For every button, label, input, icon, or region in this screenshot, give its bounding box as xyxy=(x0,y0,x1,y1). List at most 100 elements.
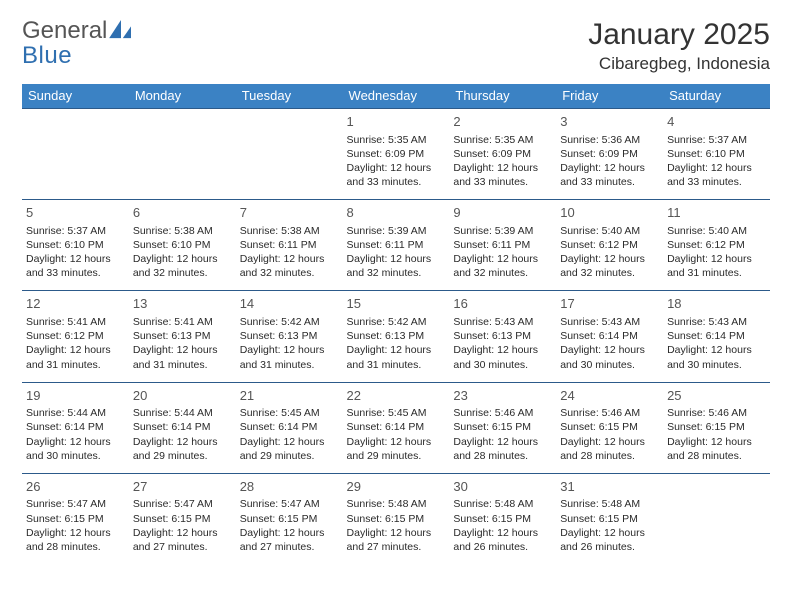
sunrise-text: Sunrise: 5:40 AM xyxy=(667,224,766,238)
sunset-text: Sunset: 6:09 PM xyxy=(347,147,446,161)
sunset-text: Sunset: 6:11 PM xyxy=(347,238,446,252)
day-number: 5 xyxy=(26,204,125,222)
sunrise-text: Sunrise: 5:42 AM xyxy=(240,315,339,329)
day-header: Sunday xyxy=(22,84,129,109)
page-header: GeneralBlue January 2025 Cibaregbeg, Ind… xyxy=(22,18,770,74)
sunrise-text: Sunrise: 5:40 AM xyxy=(560,224,659,238)
day-number: 16 xyxy=(453,295,552,313)
daylight-text: Daylight: 12 hours and 33 minutes. xyxy=(26,252,125,280)
daylight-text: Daylight: 12 hours and 28 minutes. xyxy=(667,435,766,463)
sunset-text: Sunset: 6:13 PM xyxy=(240,329,339,343)
day-number: 21 xyxy=(240,387,339,405)
sunset-text: Sunset: 6:15 PM xyxy=(560,420,659,434)
calendar-day-cell: 8 Sunrise: 5:39 AMSunset: 6:11 PMDaylight… xyxy=(343,200,450,291)
calendar-day-cell xyxy=(236,109,343,200)
daylight-text: Daylight: 12 hours and 28 minutes. xyxy=(560,435,659,463)
calendar-day-cell: 27Sunrise: 5:47 AMSunset: 6:15 PMDayligh… xyxy=(129,473,236,564)
sunrise-text: Sunrise: 5:43 AM xyxy=(560,315,659,329)
sunrise-text: Sunrise: 5:39 AM xyxy=(347,224,446,238)
sunset-text: Sunset: 6:12 PM xyxy=(26,329,125,343)
daylight-text: Daylight: 12 hours and 29 minutes. xyxy=(133,435,232,463)
sunset-text: Sunset: 6:15 PM xyxy=(347,512,446,526)
day-number: 2 xyxy=(453,113,552,131)
day-number: 11 xyxy=(667,204,766,222)
calendar-body: 1 Sunrise: 5:35 AMSunset: 6:09 PM Daylight… xyxy=(22,109,770,565)
brand-part1: General xyxy=(22,17,107,44)
calendar-day-cell: 4Sunrise: 5:37 AMSunset: 6:10 PMDaylight… xyxy=(663,109,770,200)
day-number: 4 xyxy=(667,113,766,131)
day-number: 15 xyxy=(347,295,446,313)
day-number: 24 xyxy=(560,387,659,405)
sunset-text: Sunset: 6:13 PM xyxy=(453,329,552,343)
daylight-text: Daylight: 12 hours and 32 minutes. xyxy=(560,252,659,280)
sunrise-text: Sunrise: 5:48 AM xyxy=(453,497,552,511)
location-label: Cibaregbeg, Indonesia xyxy=(588,54,770,74)
sunset-text: Sunset: 6:15 PM xyxy=(453,512,552,526)
daylight-text: Daylight: 12 hours and 27 minutes. xyxy=(347,526,446,554)
calendar-day-cell: 3Sunrise: 5:36 AMSunset: 6:09 PMDaylight… xyxy=(556,109,663,200)
day-number: 28 xyxy=(240,478,339,496)
calendar-day-cell: 29Sunrise: 5:48 AMSunset: 6:15 PMDayligh… xyxy=(343,473,450,564)
sunrise-text: Sunrise: 5:36 AM xyxy=(560,133,659,147)
day-number: 12 xyxy=(26,295,125,313)
sunrise-text: Sunrise: 5:45 AM xyxy=(347,406,446,420)
sunset-text: Sunset: 6:15 PM xyxy=(560,512,659,526)
day-number: 6 xyxy=(133,204,232,222)
sunset-text: Sunset: 6:12 PM xyxy=(667,238,766,252)
calendar-week-row: 1 Sunrise: 5:35 AMSunset: 6:09 PM Daylight… xyxy=(22,109,770,200)
day-number: 27 xyxy=(133,478,232,496)
sail-icon xyxy=(109,20,133,45)
sunrise-text: Sunrise: 5:38 AM xyxy=(133,224,232,238)
sunset-text: Sunset: 6:15 PM xyxy=(667,420,766,434)
sunset-text: Sunset: 6:14 PM xyxy=(667,329,766,343)
day-number: 8 xyxy=(347,204,446,222)
daylight-text: Daylight: 12 hours and 31 minutes. xyxy=(26,343,125,371)
daylight-text: Daylight: 12 hours and 32 minutes. xyxy=(347,252,446,280)
daylight-text: Daylight: 12 hours and 30 minutes. xyxy=(453,343,552,371)
sunrise-text: Sunrise: 5:45 AM xyxy=(240,406,339,420)
sunset-text: Sunset: 6:11 PM xyxy=(453,238,552,252)
calendar-day-cell: 14Sunrise: 5:42 AMSunset: 6:13 PMDayligh… xyxy=(236,291,343,382)
day-number: 22 xyxy=(347,387,446,405)
day-header: Wednesday xyxy=(343,84,450,109)
daylight-text: Daylight: 12 hours and 27 minutes. xyxy=(240,526,339,554)
daylight-text: Daylight: 12 hours and 32 minutes. xyxy=(133,252,232,280)
sunrise-text: Sunrise: 5:35 AM xyxy=(347,133,446,147)
daylight-text: Daylight: 12 hours and 30 minutes. xyxy=(667,343,766,371)
calendar-day-cell: 24Sunrise: 5:46 AMSunset: 6:15 PMDayligh… xyxy=(556,382,663,473)
sunrise-text: Sunrise: 5:42 AM xyxy=(347,315,446,329)
calendar-day-cell: 13Sunrise: 5:41 AMSunset: 6:13 PMDayligh… xyxy=(129,291,236,382)
daylight-text: Daylight: 12 hours and 32 minutes. xyxy=(453,252,552,280)
sunset-text: Sunset: 6:13 PM xyxy=(133,329,232,343)
calendar-day-cell: 18 Sunrise: 5:43 AMSunset: 6:14 PMDayligh… xyxy=(663,291,770,382)
daylight-text: Daylight: 12 hours and 31 minutes. xyxy=(133,343,232,371)
calendar-day-cell: 31Sunrise: 5:48 AMSunset: 6:15 PMDayligh… xyxy=(556,473,663,564)
day-number: 19 xyxy=(26,387,125,405)
calendar-day-cell: 21Sunrise: 5:45 AMSunset: 6:14 PMDayligh… xyxy=(236,382,343,473)
sunset-text: Sunset: 6:12 PM xyxy=(560,238,659,252)
sunrise-text: Sunrise: 5:43 AM xyxy=(667,315,766,329)
calendar-day-cell: 9Sunrise: 5:39 AMSunset: 6:11 PMDaylight… xyxy=(449,200,556,291)
sunrise-text: Sunrise: 5:48 AM xyxy=(347,497,446,511)
sunrise-text: Sunrise: 5:46 AM xyxy=(560,406,659,420)
sunrise-text: Sunrise: 5:37 AM xyxy=(667,133,766,147)
sunset-text: Sunset: 6:14 PM xyxy=(560,329,659,343)
sunrise-text: Sunrise: 5:46 AM xyxy=(667,406,766,420)
calendar-day-cell: 1Sunrise: 5:35 AMSunset: 6:09 PMDaylight… xyxy=(343,109,450,200)
sunset-text: Sunset: 6:15 PM xyxy=(26,512,125,526)
calendar-day-cell: 10Sunrise: 5:40 AMSunset: 6:12 PMDayligh… xyxy=(556,200,663,291)
sunrise-text: Sunrise: 5:41 AM xyxy=(133,315,232,329)
daylight-text: Daylight: 12 hours and 33 minutes. xyxy=(560,161,659,189)
day-header: Thursday xyxy=(449,84,556,109)
calendar-day-cell: 19Sunrise: 5:44 AMSunset: 6:14 PMDayligh… xyxy=(22,382,129,473)
day-number: 18 xyxy=(667,295,766,313)
sunrise-text: Sunrise: 5:48 AM xyxy=(560,497,659,511)
sunrise-text: Sunrise: 5:44 AM xyxy=(133,406,232,420)
calendar-day-cell: 16Sunrise: 5:43 AMSunset: 6:13 PMDayligh… xyxy=(449,291,556,382)
sunset-text: Sunset: 6:14 PM xyxy=(240,420,339,434)
sunset-text: Sunset: 6:14 PM xyxy=(133,420,232,434)
month-title: January 2025 xyxy=(588,18,770,52)
sunset-text: Sunset: 6:15 PM xyxy=(133,512,232,526)
day-number: 1 xyxy=(347,113,446,131)
sunset-text: Sunset: 6:15 PM xyxy=(240,512,339,526)
